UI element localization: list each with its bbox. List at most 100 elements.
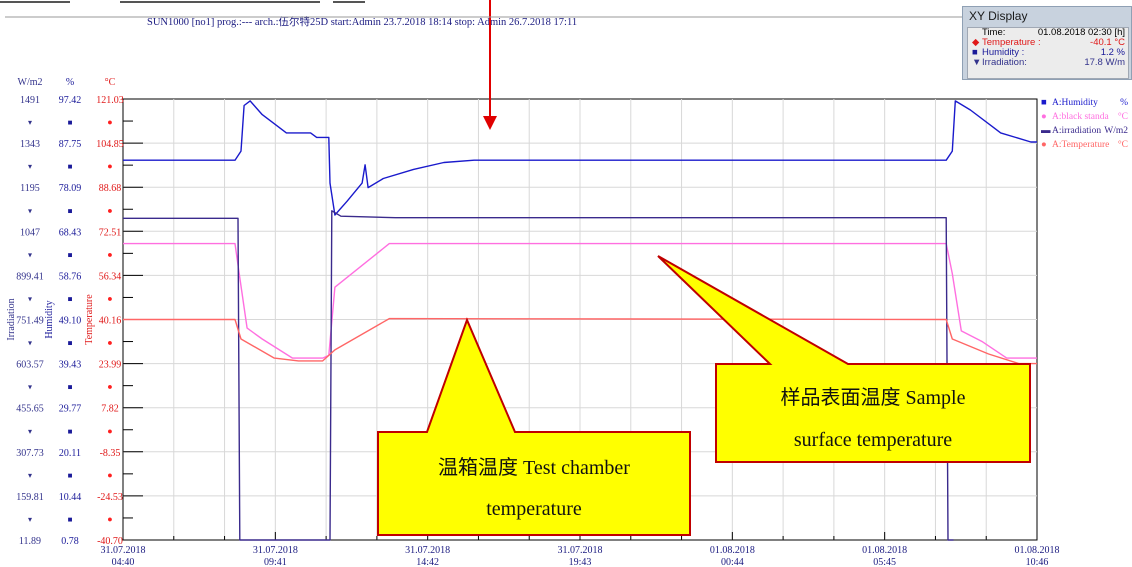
- y-marker-irradiation: ▾: [28, 427, 32, 436]
- y-tick-label-temperature: 40.16: [99, 316, 122, 327]
- y-marker-temperature: ●: [107, 117, 112, 127]
- xy-display-panel[interactable]: XY Display Time: 01.08.2018 02:30 [h] ◆ …: [962, 6, 1132, 80]
- legend-item-unit: %: [1120, 98, 1128, 108]
- xy-irradiation-row: ▼ Irradiation: 17.8 W/m: [968, 58, 1128, 68]
- irradiation-triangle-icon: ▼: [972, 57, 982, 68]
- y-marker-temperature: ●: [107, 382, 112, 392]
- chamber-callout-shape: [377, 317, 691, 536]
- sample-callout-line1: 样品表面温度 Sample: [781, 386, 966, 409]
- y-tick-label-humidity: 20.11: [59, 448, 81, 459]
- xy-humidity-value: 1.2 %: [1100, 47, 1125, 58]
- y-tick-label-temperature: 23.99: [99, 360, 122, 371]
- x-tick-time: 05:45: [873, 557, 896, 567]
- xy-humidity-row: ■ Humidity : 1.2 %: [968, 48, 1128, 58]
- y-marker-temperature: ●: [107, 514, 112, 524]
- x-tick-time: 14:42: [416, 557, 439, 567]
- y-tick-label-humidity: 87.75: [59, 139, 82, 150]
- y-tick-label-temperature: -8.35: [100, 448, 121, 459]
- y-tick-label-irradiation: 1491: [20, 95, 40, 106]
- y-axis-title-humidity: Humidity: [44, 300, 55, 338]
- y-tick-label-irradiation: 307.73: [16, 448, 44, 459]
- x-tick-time: 10:46: [1026, 557, 1049, 567]
- y-marker-humidity: ■: [68, 162, 73, 171]
- legend-marker: ▬: [1041, 126, 1051, 136]
- y-tick-label-temperature: -24.53: [97, 492, 123, 503]
- y-tick-label-temperature: 88.68: [99, 183, 122, 194]
- xy-humidity-label: Humidity :: [982, 47, 1025, 58]
- y-marker-humidity: ■: [68, 250, 73, 259]
- xy-irradiation-value: 17.8 W/m: [1084, 57, 1125, 68]
- sample-callout-line2: surface temperature: [794, 429, 952, 451]
- chart-legend: ■ A:Humidity % ● A:black standa °C ▬ A:irradiat…: [1041, 98, 1128, 150]
- y-tick-label-temperature: 72.51: [99, 227, 122, 238]
- y-tick-label-humidity: 10.44: [59, 492, 82, 503]
- chart-series-layer: [123, 100, 1037, 541]
- y-tick-label-humidity: 29.77: [59, 404, 82, 415]
- y-marker-irradiation: ▾: [28, 162, 32, 171]
- y-marker-humidity: ■: [68, 206, 73, 215]
- callouts: 样品表面温度 Sample surface temperature 温箱温度 T…: [377, 0, 1031, 536]
- temperature-diamond-icon: ◆: [972, 37, 980, 48]
- x-tick-date: 31.07.2018: [101, 545, 146, 556]
- y-marker-irradiation: ▾: [28, 294, 32, 303]
- y-tick-label-irradiation: 1343: [20, 139, 40, 150]
- sample-callout-shape: [657, 255, 1031, 463]
- legend-marker: ●: [1041, 140, 1047, 150]
- y-tick-label-irradiation: 1195: [20, 183, 40, 194]
- y-marker-irradiation: ▾: [28, 383, 32, 392]
- top-toolbar-remnants: [0, 1, 1128, 18]
- series-line-a-humidity: [123, 100, 1037, 216]
- y-axis-unit-irradiation: W/m2: [18, 77, 43, 88]
- legend-marker: ●: [1041, 112, 1047, 122]
- y-tick-label-humidity: 68.43: [59, 227, 82, 238]
- x-tick-time: 19:43: [569, 557, 592, 567]
- y-marker-irradiation: ▾: [28, 118, 32, 127]
- y-tick-label-humidity: 39.43: [59, 360, 82, 371]
- xy-temperature-value: -40.1 °C: [1090, 37, 1125, 48]
- y-tick-label-temperature: 7.82: [101, 404, 119, 415]
- x-axis: 31.07.201804:4031.07.201809:4131.07.2018…: [101, 545, 1060, 567]
- y-tick-label-irradiation: 159.81: [16, 492, 44, 503]
- y-marker-irradiation: ▾: [28, 471, 32, 480]
- y-tick-label-humidity: 58.76: [59, 271, 82, 282]
- y-marker-temperature: ●: [107, 249, 112, 259]
- legend-item-name: A:Temperature: [1052, 140, 1109, 150]
- y-marker-humidity: ■: [68, 118, 73, 127]
- y-marker-temperature: ●: [107, 293, 112, 303]
- y-marker-temperature: ●: [107, 161, 112, 171]
- legend-item-name: A:black standa: [1052, 112, 1110, 122]
- xy-irradiation-label: Irradiation:: [982, 57, 1027, 68]
- y-tick-label-temperature: -40.70: [97, 536, 123, 547]
- y-tick-label-humidity: 78.09: [59, 183, 82, 194]
- y-axes: W/m2 1491 ▾ 1343 ▾ 1195 ▾ 1047 ▾ 899.41 ▾ 751.49 ▾ 60…: [6, 77, 124, 547]
- xy-time-label: Time:: [982, 27, 1006, 38]
- x-tick-date: 31.07.2018: [253, 545, 298, 556]
- y-axis-unit-humidity: %: [66, 77, 74, 88]
- y-tick-label-irradiation: 455.65: [16, 404, 44, 415]
- y-marker-temperature: ●: [107, 205, 112, 215]
- y-marker-humidity: ■: [68, 339, 73, 348]
- legend-item-name: A:irradiation: [1052, 126, 1101, 136]
- y-tick-label-temperature: 56.34: [99, 271, 122, 282]
- xy-temperature-row: ◆ Temperature : -40.1 °C: [968, 38, 1128, 48]
- chamber-callout-line2: temperature: [486, 498, 582, 520]
- xy-time-value: 01.08.2018 02:30 [h]: [1037, 27, 1125, 38]
- xy-temperature-label: Temperature :: [982, 37, 1041, 48]
- y-marker-humidity: ■: [68, 427, 73, 436]
- xy-display-body: Time: 01.08.2018 02:30 [h] ◆ Temperature…: [967, 27, 1129, 79]
- chart-title: SUN1000 [no1] prog.:--- arch.:伍尔特25D sta…: [147, 15, 577, 28]
- y-marker-irradiation: ▾: [28, 339, 32, 348]
- legend-item-unit: W/m2: [1104, 126, 1128, 136]
- y-marker-humidity: ■: [68, 294, 73, 303]
- legend-item-name: A:Humidity: [1052, 98, 1098, 108]
- y-tick-label-temperature: 104.85: [96, 139, 124, 150]
- legend-item-unit: °C: [1118, 111, 1128, 122]
- y-axis-title-temperature: Temperature: [84, 294, 95, 345]
- series-line-a-temperature: [123, 317, 1037, 365]
- x-tick-date: 31.07.2018: [558, 545, 603, 556]
- humidity-square-icon: ■: [972, 47, 978, 58]
- y-marker-temperature: ●: [107, 338, 112, 348]
- series-line-a-irradiation: [123, 210, 954, 541]
- xy-time-row: Time: 01.08.2018 02:30 [h]: [968, 28, 1128, 38]
